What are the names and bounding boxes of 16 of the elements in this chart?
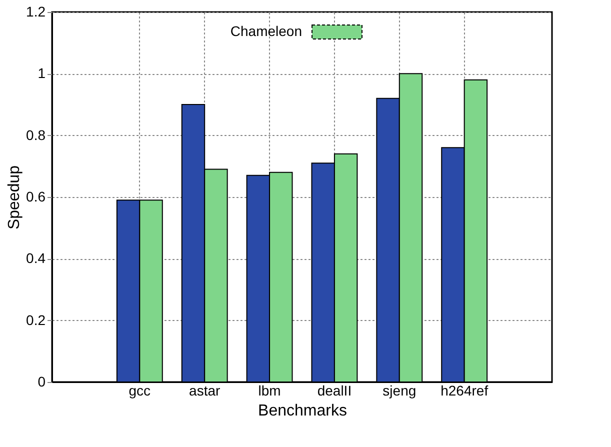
x-tick-label: gcc xyxy=(128,382,151,398)
y-tick-label: 0.4 xyxy=(26,250,46,266)
y-tick-label: 0.8 xyxy=(26,126,46,143)
y-tick-label: 0.6 xyxy=(26,188,46,204)
x-tick-label: dealII xyxy=(317,382,352,398)
x-tick-label: h264ref xyxy=(440,382,488,398)
y-tick-label: 1.2 xyxy=(26,4,46,20)
x-tick-label: astar xyxy=(189,382,220,398)
y-tick-label: 0 xyxy=(38,374,46,390)
y-tick-label: 1 xyxy=(38,65,46,82)
x-tick-label: sjeng xyxy=(382,382,416,398)
legend-label: Chameleon xyxy=(230,23,302,39)
y-tick-label: 0.2 xyxy=(26,312,46,328)
x-axis-title: Benchmarks xyxy=(258,402,347,420)
x-tick-label: lbm xyxy=(258,382,281,398)
y-axis-title: Speedup xyxy=(6,165,24,230)
